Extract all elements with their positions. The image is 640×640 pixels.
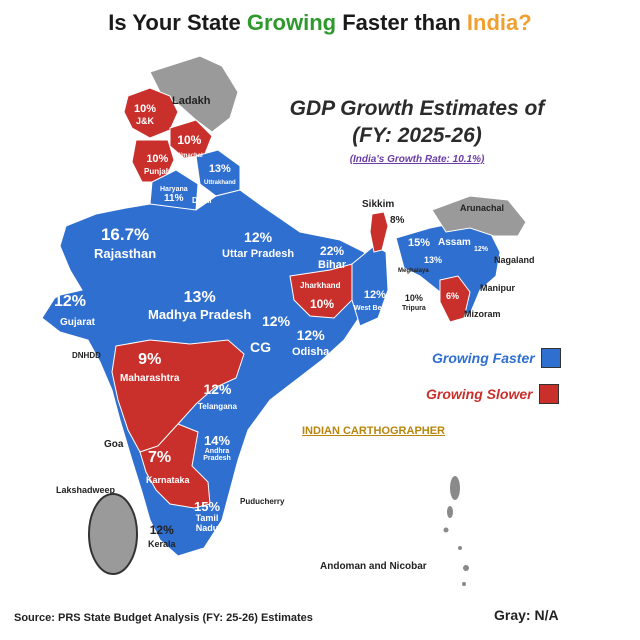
label-rajasthan: 16.7% Rajasthan — [94, 225, 157, 261]
label-west-bengal: 12% West Bengal — [354, 289, 396, 312]
region-andaman — [443, 476, 469, 586]
label-meghalaya: Meghalaya — [398, 268, 429, 274]
label-sikkim: Sikkim — [362, 199, 395, 210]
region-maharashtra — [111, 339, 245, 453]
legend-slower: Growing Slower — [426, 384, 559, 404]
label-gujarat: Gujarat — [60, 317, 96, 328]
region-sikkim — [369, 211, 389, 253]
region-manipur — [439, 275, 471, 323]
source-note: Source: PRS State Budget Analysis (FY: 2… — [14, 612, 313, 624]
label-ladakh: Ladakh — [172, 95, 211, 107]
label-bihar: 22% Bihar — [318, 244, 347, 271]
label-dnhdd: DNHDD — [72, 351, 101, 360]
region-lakshadweep — [88, 493, 138, 575]
label-assam-value: 15% — [408, 237, 431, 249]
map-headline: GDP Growth Estimates of (FY: 2025-26) — [289, 97, 545, 147]
label-arunachal: Arunachal — [460, 203, 505, 213]
label-maharashtra: 9% Maharashtra — [120, 351, 180, 384]
label-uttarakhand: 13% Uttrakhand — [204, 163, 236, 186]
legend-faster: Growing Faster — [432, 348, 561, 368]
label-jharkhand: Jharkhand — [300, 281, 341, 290]
label-uttar-pradesh: 12% Uttar Pradesh — [222, 229, 295, 260]
label-nagaland: Nagaland — [494, 255, 535, 265]
label-jk: 10% J&K — [134, 103, 157, 126]
label-odisha: 12% Odisha — [292, 327, 330, 358]
label-andaman: Andoman and Nicobar — [320, 561, 427, 572]
label-sikkim-value: 8% — [390, 215, 405, 226]
label-tripura: 10% Tripura — [402, 293, 426, 313]
label-jharkhand-value: 10% — [310, 297, 335, 311]
label-karnataka: Karnataka — [146, 475, 190, 485]
label-cg: CG — [250, 339, 271, 355]
region-karnataka — [139, 423, 211, 509]
legend-slower-label: Growing Slower — [426, 386, 533, 402]
label-goa: Goa — [104, 439, 124, 450]
label-haryana: Haryana — [160, 186, 188, 193]
label-himachal: 10% Himachal — [176, 133, 203, 159]
label-tamil-nadu: 15% Tamil Nadu — [193, 499, 221, 533]
label-madhya-pradesh: 13% Madhya Pradesh — [148, 289, 252, 322]
label-puducherry: Puducherry — [240, 497, 285, 506]
cartographer-credit: INDIAN CARTHOGRAPHER — [302, 425, 445, 437]
label-kerala: 12% Kerala — [148, 523, 176, 549]
label-haryana-value: 11% — [164, 193, 184, 204]
label-nagaland-value: 12% — [474, 246, 489, 253]
label-gujarat-value: 12% — [54, 293, 87, 310]
gray-note: Gray: N/A — [494, 607, 559, 623]
legend-faster-label: Growing Faster — [432, 350, 535, 366]
page-title: Is Your State Growing Faster than India? — [108, 10, 532, 35]
label-manipur-value: 6% — [446, 291, 460, 301]
label-assam: Assam — [438, 237, 471, 248]
region-arunachal — [431, 195, 527, 237]
label-meghalaya-value: 13% — [424, 255, 443, 265]
label-telangana: 12% Telangana — [198, 381, 237, 411]
label-andhra: 14% Andhra Pradesh — [203, 433, 231, 463]
india-growth-rate: (India's Growth Rate: 10.1%) — [349, 154, 485, 165]
legend-slower-swatch — [538, 384, 559, 404]
label-karnataka-value: 7% — [148, 449, 172, 466]
label-cg-value: 12% — [262, 313, 291, 329]
label-mizoram: Mizoram — [464, 309, 501, 319]
label-delhi: Delhi — [192, 196, 212, 205]
label-manipur: Manipur — [480, 283, 515, 293]
label-lakshadweep: Lakshadweep — [56, 485, 116, 495]
label-punjab: 10% Punjab — [144, 153, 171, 176]
legend-faster-swatch — [540, 348, 561, 368]
